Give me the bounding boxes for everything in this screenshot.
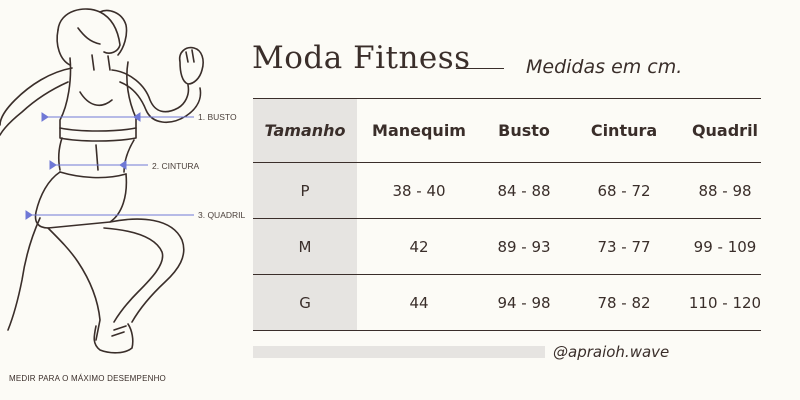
manequim-cell: 38 - 40 bbox=[392, 181, 446, 200]
figure-caption: MEDIR PARA O MÁXIMO DESEMPENHO bbox=[9, 374, 166, 383]
cintura-cell: 73 - 77 bbox=[597, 237, 651, 256]
quadril-cell: 99 - 109 bbox=[693, 237, 757, 256]
header-quadril: Quadril bbox=[691, 121, 759, 140]
manequim-cell: 44 bbox=[409, 293, 429, 312]
busto-cell: 89 - 93 bbox=[497, 237, 551, 256]
right-arm bbox=[111, 69, 190, 113]
manequim-cell: 42 bbox=[409, 237, 429, 256]
hair-outline bbox=[57, 8, 121, 54]
hip-label: 3. QUADRIL bbox=[198, 210, 246, 220]
back-leg bbox=[47, 227, 101, 341]
waist-label: 2. CINTURA bbox=[152, 161, 200, 171]
table-header-row: Tamanho Manequim Busto Cintura Quadril bbox=[253, 98, 761, 163]
busto-cell: 94 - 98 bbox=[497, 293, 551, 312]
shorts bbox=[34, 171, 128, 229]
title-divider bbox=[456, 68, 504, 69]
runner-illustration bbox=[0, 8, 204, 354]
size-table: Tamanho Manequim Busto Cintura Quadril P… bbox=[253, 98, 761, 331]
size-cell: P bbox=[253, 163, 357, 218]
header-busto: Busto bbox=[498, 121, 550, 140]
left-arm bbox=[0, 67, 73, 126]
page-subtitle: Medidas em cm. bbox=[526, 56, 683, 78]
cintura-cell: 68 - 72 bbox=[597, 181, 651, 200]
front-leg bbox=[109, 218, 185, 323]
table-row: M 42 89 - 93 73 - 77 99 - 109 bbox=[253, 219, 761, 275]
footer-bar bbox=[253, 346, 545, 358]
cintura-cell: 78 - 82 bbox=[597, 293, 651, 312]
table-row: P 38 - 40 84 - 88 68 - 72 88 - 98 bbox=[253, 163, 761, 219]
quadril-cell: 110 - 120 bbox=[688, 293, 762, 312]
size-cell: M bbox=[253, 219, 357, 274]
bust-label: 1. BUSTO bbox=[198, 112, 237, 122]
table-row: G 44 94 - 98 78 - 82 110 - 120 bbox=[253, 275, 761, 331]
page-title: Moda Fitness bbox=[252, 40, 471, 76]
sports-bra bbox=[59, 57, 137, 142]
busto-cell: 84 - 88 bbox=[497, 181, 551, 200]
header-cintura: Cintura bbox=[590, 121, 658, 140]
size-cell: G bbox=[253, 275, 357, 330]
fist bbox=[178, 46, 204, 85]
social-handle: @apraioh.wave bbox=[553, 343, 670, 361]
header-size: Tamanho bbox=[253, 99, 357, 162]
header-manequim: Manequim bbox=[372, 121, 466, 140]
quadril-cell: 88 - 98 bbox=[698, 181, 752, 200]
shoe bbox=[93, 323, 134, 354]
